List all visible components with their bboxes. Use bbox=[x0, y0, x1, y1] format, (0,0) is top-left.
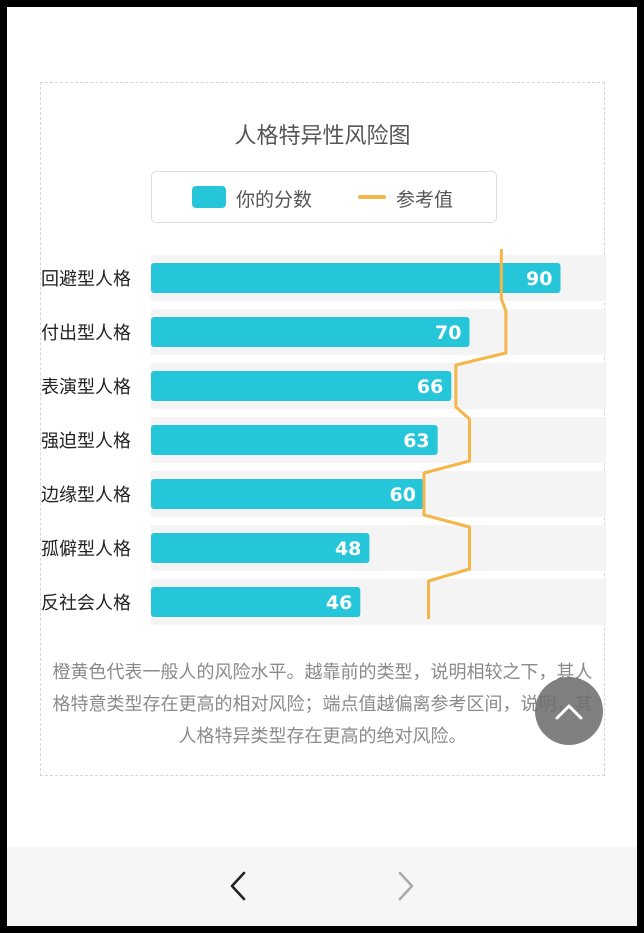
score-bar bbox=[151, 479, 424, 509]
chart-title: 人格特异性风险图 bbox=[234, 124, 411, 149]
score-bar bbox=[151, 371, 452, 401]
bottom-nav bbox=[7, 847, 637, 926]
chevron-left-icon bbox=[230, 871, 246, 901]
legend-reference-swatch bbox=[358, 195, 386, 199]
category-label: 回避型人格 bbox=[41, 269, 131, 290]
chart-legend: 你的分数 参考值 bbox=[151, 171, 497, 223]
screen: 人格特异性风险图 你的分数 参考值 90 回避型人格 70 付出型人格 66 表演型人格 6… bbox=[7, 7, 637, 926]
category-label: 反社会人格 bbox=[41, 593, 131, 614]
bar-value-label: 60 bbox=[390, 484, 416, 506]
legend-score-swatch bbox=[192, 186, 226, 208]
category-label: 付出型人格 bbox=[41, 323, 131, 344]
reference-line bbox=[422, 249, 508, 619]
bar-value-label: 70 bbox=[435, 322, 461, 344]
back-to-top-button[interactable] bbox=[535, 677, 603, 745]
score-bar bbox=[151, 425, 438, 455]
chevron-up-icon bbox=[555, 704, 583, 720]
bar-value-label: 66 bbox=[417, 376, 443, 398]
chart-card: 人格特异性风险图 你的分数 参考值 90 回避型人格 70 付出型人格 66 表演型人格 6… bbox=[40, 82, 606, 776]
bar-value-label: 63 bbox=[403, 430, 429, 452]
category-label: 表演型人格 bbox=[41, 377, 131, 398]
chart-note: 橙黄色代表一般人的风险水平。越靠前的类型，说明相较之下，其人格特意类型存在更高的… bbox=[52, 662, 593, 747]
bar-value-label: 90 bbox=[526, 268, 552, 290]
category-label: 孤僻型人格 bbox=[41, 539, 131, 560]
category-label: 强迫型人格 bbox=[41, 431, 131, 452]
bar-chart: 90 回避型人格 70 付出型人格 66 表演型人格 63 强迫型人格 60 边缘型人格 48 孤僻型… bbox=[41, 249, 606, 625]
chevron-right-icon bbox=[398, 871, 414, 901]
score-bar bbox=[151, 587, 361, 617]
score-bar bbox=[151, 533, 370, 563]
score-bar bbox=[151, 263, 561, 293]
prev-page-button[interactable] bbox=[219, 863, 259, 909]
score-bar bbox=[151, 317, 470, 347]
legend-reference-label: 参考值 bbox=[396, 189, 454, 211]
bar-value-label: 46 bbox=[326, 592, 352, 614]
legend-score-label: 你的分数 bbox=[236, 189, 313, 211]
next-page-button[interactable] bbox=[385, 863, 425, 909]
bar-value-label: 48 bbox=[335, 538, 361, 560]
category-label: 边缘型人格 bbox=[41, 485, 131, 506]
